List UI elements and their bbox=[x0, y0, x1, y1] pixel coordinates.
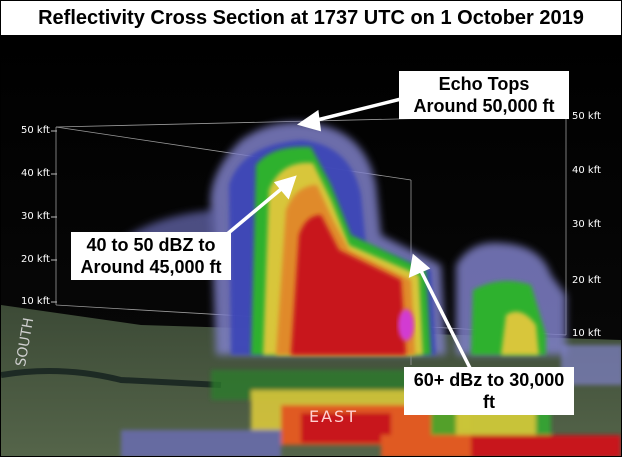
river-line bbox=[1, 368, 222, 388]
right-axis-label-20: 20 kft bbox=[572, 275, 601, 286]
callout-60-dbz: 60+ dBz to 30,000 ft bbox=[404, 367, 574, 415]
left-axis-label-30: 30 kft bbox=[21, 211, 50, 222]
left-axis-label-10: 10 kft bbox=[21, 296, 50, 307]
radar-cross-section-scene: 50 kft 40 kft 30 kft 20 kft 10 kft 50 kf… bbox=[1, 35, 621, 456]
left-axis-label-40: 40 kft bbox=[21, 168, 50, 179]
secondary-cell-yellow bbox=[501, 311, 539, 355]
storm-core-magenta bbox=[398, 309, 414, 341]
storm-core-red bbox=[291, 215, 406, 355]
callout-echo-tops: Echo Tops Around 50,000 ft bbox=[399, 71, 569, 119]
left-axis-label-20: 20 kft bbox=[21, 254, 50, 265]
right-axis-label-50: 50 kft bbox=[572, 111, 601, 122]
figure-title: Reflectivity Cross Section at 1737 UTC o… bbox=[1, 1, 621, 36]
callout-arrows bbox=[224, 97, 473, 371]
map-label-east: EAST bbox=[309, 407, 358, 426]
left-axis-label-50: 50 kft bbox=[21, 125, 50, 136]
right-axis-label-30: 30 kft bbox=[572, 219, 601, 230]
right-axis-label-10: 10 kft bbox=[572, 328, 601, 339]
right-axis-label-40: 40 kft bbox=[572, 165, 601, 176]
left-axis-ticks bbox=[51, 130, 57, 303]
callout-40-50-dbz: 40 to 50 dBZ to Around 45,000 ft bbox=[71, 232, 231, 280]
